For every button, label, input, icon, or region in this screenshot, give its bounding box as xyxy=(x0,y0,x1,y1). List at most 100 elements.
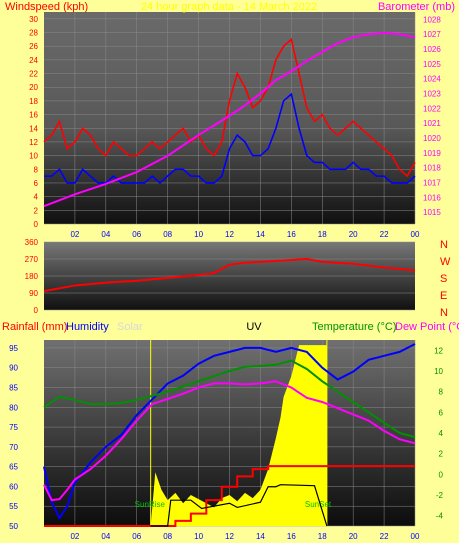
dewpoint-line xyxy=(43,380,416,502)
y-tick-label-left: 22 xyxy=(29,70,38,79)
y-tick-label-right: 1023 xyxy=(423,90,441,99)
y-tick-label-left: 8 xyxy=(34,165,39,174)
uv-line xyxy=(150,484,328,527)
x-tick-label: 08 xyxy=(163,230,172,239)
x-tick-label: 16 xyxy=(287,532,296,541)
compass-label: W xyxy=(440,256,451,268)
solar-area xyxy=(150,345,327,526)
y-tick-label: 0 xyxy=(34,306,39,315)
y-tick-label-left: 30 xyxy=(29,15,38,24)
compass-label: E xyxy=(440,290,447,302)
y-tick-label-left: 18 xyxy=(29,97,38,106)
y-tick-label-left: 55 xyxy=(9,502,18,511)
x-tick-label: 20 xyxy=(349,230,358,239)
barometer-line xyxy=(43,31,416,208)
y-tick-label: 180 xyxy=(25,272,39,281)
x-tick-label: 12 xyxy=(225,532,234,541)
sunrise-label: SunRise xyxy=(135,500,166,509)
y-tick-label-left: 20 xyxy=(29,83,38,92)
y-tick-label-left: 75 xyxy=(9,423,18,432)
y-tick-label-left: 90 xyxy=(9,364,18,373)
y-tick-label-right: 1018 xyxy=(423,164,441,173)
y-tick-label-right: 12 xyxy=(434,346,443,355)
y-tick-label-left: 70 xyxy=(9,443,18,452)
y-tick-label-right: 1027 xyxy=(423,30,441,39)
gust-line xyxy=(43,37,416,178)
x-tick-label: 06 xyxy=(132,230,141,239)
direction-line xyxy=(43,257,416,293)
y-tick-label-right: 8 xyxy=(439,388,444,397)
compass-label: N xyxy=(440,307,448,319)
temperature-label: Temperature (°C) xyxy=(312,321,396,333)
y-tick-label-right: 4 xyxy=(439,429,444,438)
chart-title: 24 hour graph data - 14 March 2022 xyxy=(141,1,317,13)
y-tick-label: 90 xyxy=(29,289,38,298)
y-tick-label-left: 6 xyxy=(34,179,39,188)
y-tick-label: 360 xyxy=(25,238,39,247)
x-tick-label: 20 xyxy=(349,532,358,541)
y-tick-label-left: 0 xyxy=(34,220,39,229)
temperature-line xyxy=(43,359,416,439)
dewpoint-label: Dew Point (°C) xyxy=(395,321,459,333)
y-tick-label-left: 85 xyxy=(9,383,18,392)
rainfall-line xyxy=(44,465,415,527)
uv-label: UV xyxy=(246,321,262,333)
y-tick-label-left: 4 xyxy=(34,193,39,202)
y-tick-label-left: 60 xyxy=(9,482,18,491)
x-tick-label: 00 xyxy=(411,532,420,541)
y-tick-label-left: 24 xyxy=(29,56,38,65)
left-axis-label: Windspeed (kph) xyxy=(5,1,88,13)
y-tick-label-right: 1016 xyxy=(423,193,441,202)
y-tick-label-right: 1022 xyxy=(423,104,441,113)
x-tick-label: 12 xyxy=(225,230,234,239)
y-tick-label-left: 10 xyxy=(29,152,38,161)
y-tick-label-left: 14 xyxy=(29,124,38,133)
y-tick-label-right: -4 xyxy=(436,512,444,521)
y-tick-label-right: 1025 xyxy=(423,60,441,69)
y-tick-label-left: 65 xyxy=(9,463,18,472)
y-tick-label-left: 2 xyxy=(34,206,39,215)
y-tick-label-right: 1017 xyxy=(423,178,441,187)
y-tick-label-right: 6 xyxy=(439,408,444,417)
y-tick-label: 270 xyxy=(25,255,39,264)
y-tick-label-left: 80 xyxy=(9,403,18,412)
x-tick-label: 22 xyxy=(380,230,389,239)
y-tick-label-right: 1019 xyxy=(423,149,441,158)
y-tick-label-left: 16 xyxy=(29,111,38,120)
x-tick-label: 18 xyxy=(318,532,327,541)
x-tick-label: 18 xyxy=(318,230,327,239)
y-tick-label-right: 1028 xyxy=(423,15,441,24)
x-tick-label: 02 xyxy=(70,230,79,239)
y-tick-label-left: 95 xyxy=(9,344,18,353)
x-tick-label: 06 xyxy=(132,532,141,541)
x-tick-label: 04 xyxy=(101,532,110,541)
y-tick-label-left: 12 xyxy=(29,138,38,147)
y-tick-label-right: 0 xyxy=(439,470,444,479)
y-tick-label-right: -2 xyxy=(436,491,444,500)
y-tick-label-right: 1015 xyxy=(423,208,441,217)
x-tick-label: 10 xyxy=(194,230,203,239)
x-tick-label: 00 xyxy=(411,230,420,239)
x-tick-label: 02 xyxy=(70,532,79,541)
x-tick-label: 14 xyxy=(256,230,265,239)
x-tick-label: 10 xyxy=(194,532,203,541)
sunset-label: SunSet xyxy=(305,500,332,509)
compass-label: N xyxy=(440,239,448,251)
y-tick-label-right: 1020 xyxy=(423,134,441,143)
y-tick-label-right: 1021 xyxy=(423,119,441,128)
compass-label: S xyxy=(440,273,447,285)
right-axis-label: Barometer (mb) xyxy=(378,1,455,13)
x-tick-label: 04 xyxy=(101,230,110,239)
x-tick-label: 08 xyxy=(163,532,172,541)
x-tick-label: 14 xyxy=(256,532,265,541)
left-series-label: Rainfall (mm) xyxy=(2,321,67,333)
y-tick-label-right: 1026 xyxy=(423,45,441,54)
left-series-label: Humidity xyxy=(66,321,109,333)
y-tick-label-left: 26 xyxy=(29,42,38,51)
y-tick-label-left: 28 xyxy=(29,29,38,38)
x-tick-label: 16 xyxy=(287,230,296,239)
y-tick-label-left: 50 xyxy=(9,522,18,531)
y-tick-label-right: 1024 xyxy=(423,75,441,84)
